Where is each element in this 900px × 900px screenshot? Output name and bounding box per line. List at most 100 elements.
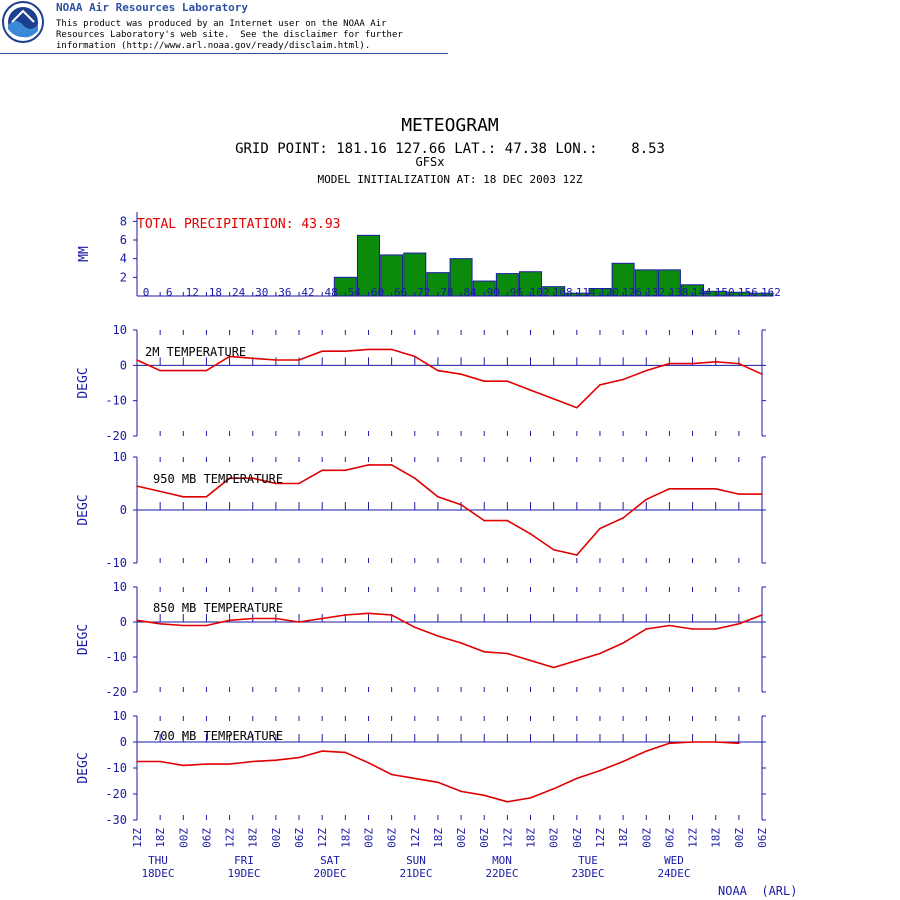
- header-divider: [0, 53, 448, 54]
- temperature-point: [599, 652, 601, 655]
- temperature-point: [437, 781, 439, 784]
- temperature-point: [552, 788, 555, 790]
- temperature-point: [275, 359, 277, 361]
- y-tick-label: -10: [105, 556, 127, 570]
- temperature-point: [413, 777, 416, 780]
- panel-title: 700 MB TEMPERATURE: [153, 729, 283, 743]
- temperature-point: [576, 659, 578, 662]
- temperature-point: [321, 617, 323, 620]
- hour-label: 06Z: [386, 828, 399, 848]
- temperature-point: [298, 482, 300, 485]
- temperature-point: [275, 759, 277, 761]
- temperature-point: [576, 554, 578, 556]
- temperature-point: [182, 369, 185, 372]
- temperature-point: [761, 493, 763, 495]
- hour-label: 18Z: [154, 828, 167, 848]
- temperature-point: [390, 614, 393, 616]
- temperature-point: [645, 369, 648, 372]
- disclaimer-line: Resources Laboratory's web site. See the…: [56, 30, 403, 40]
- temperature-point: [275, 617, 277, 620]
- panel-title: 2M TEMPERATURE: [145, 345, 246, 359]
- hour-label: 00Z: [733, 828, 746, 848]
- category-label: 12: [186, 286, 199, 299]
- temperature-point: [460, 373, 462, 375]
- temperature-point: [529, 533, 532, 535]
- temperature-point: [182, 764, 185, 767]
- disclaimer-text: This product was produced by an Internet…: [56, 19, 403, 52]
- temperature-point: [460, 503, 462, 506]
- hour-label: 18Z: [339, 828, 352, 848]
- hour-label: 12Z: [409, 828, 422, 848]
- precip-title: TOTAL PRECIPITATION: 43.93: [137, 217, 341, 232]
- day-name: THU: [148, 854, 168, 867]
- hour-label: 12Z: [224, 828, 237, 848]
- day-name: SAT: [320, 854, 340, 867]
- temperature-point: [483, 380, 486, 383]
- temperature-point: [761, 373, 763, 375]
- temperature-point: [714, 361, 717, 363]
- hour-label: 00Z: [362, 828, 375, 848]
- temperature-point: [205, 624, 208, 627]
- temperature-point: [159, 490, 161, 493]
- day-date: 22DEC: [485, 867, 518, 880]
- temperature-point: [344, 614, 347, 616]
- y-axis-label: DEGC: [76, 624, 91, 655]
- temperature-point: [251, 477, 254, 480]
- temperature-point: [251, 617, 254, 620]
- temperature-point: [645, 498, 648, 501]
- day-date: 21DEC: [399, 867, 432, 880]
- y-axis-label: DEGC: [76, 494, 91, 525]
- day-date: 23DEC: [571, 867, 604, 880]
- temperature-point: [622, 517, 624, 519]
- org-name: NOAA Air Resources Laboratory: [56, 1, 249, 14]
- category-label: 60: [371, 286, 384, 299]
- hour-label: 12Z: [131, 828, 144, 848]
- hour-label: 18Z: [525, 828, 538, 848]
- temperature-point: [228, 619, 231, 622]
- y-axis-label: DEGC: [76, 367, 91, 398]
- y-tick-label: 10: [113, 450, 127, 464]
- category-label: 90: [487, 286, 500, 299]
- temperature-point: [529, 659, 532, 662]
- hour-label: 00Z: [640, 828, 653, 848]
- temperature-point: [367, 464, 370, 466]
- temperature-point: [714, 741, 717, 743]
- temperature-line: [136, 464, 762, 556]
- temperature-point: [321, 469, 323, 472]
- temperature-point: [182, 624, 185, 627]
- temperature-point: [691, 741, 694, 743]
- temperature-point: [506, 380, 509, 383]
- category-label: 144: [692, 286, 712, 299]
- temperature-point: [437, 495, 439, 498]
- y-tick-label: -10: [105, 761, 127, 775]
- category-label: 18: [209, 286, 222, 299]
- category-label: 48: [325, 286, 338, 299]
- temperature-point: [182, 495, 185, 498]
- y-tick-label: 0: [120, 615, 127, 629]
- temperature-point: [159, 369, 161, 372]
- temperature-line: [137, 741, 739, 803]
- temperature-point: [506, 801, 509, 803]
- temperature-point: [738, 493, 740, 495]
- temperature-point: [321, 350, 323, 353]
- hour-label: 00Z: [548, 828, 561, 848]
- temperature-point: [529, 797, 532, 799]
- temperature-point: [321, 750, 323, 752]
- day-date: 20DEC: [313, 867, 346, 880]
- category-label: 126: [622, 286, 642, 299]
- temperature-point: [622, 642, 624, 644]
- temperature-point: [251, 357, 254, 360]
- day-name: WED: [664, 854, 684, 867]
- temperature-point: [691, 628, 694, 630]
- panel-title: 950 MB TEMPERATURE: [153, 472, 283, 486]
- temperature-point: [738, 622, 740, 625]
- category-label: 0: [143, 286, 150, 299]
- category-label: 6: [166, 286, 173, 299]
- category-label: 24: [232, 286, 246, 299]
- category-label: 114: [576, 286, 596, 299]
- y-tick-label: -30: [105, 813, 127, 827]
- header: NOAA Air Resources Laboratory This produ…: [0, 0, 450, 54]
- y-tick-label: -10: [105, 650, 127, 664]
